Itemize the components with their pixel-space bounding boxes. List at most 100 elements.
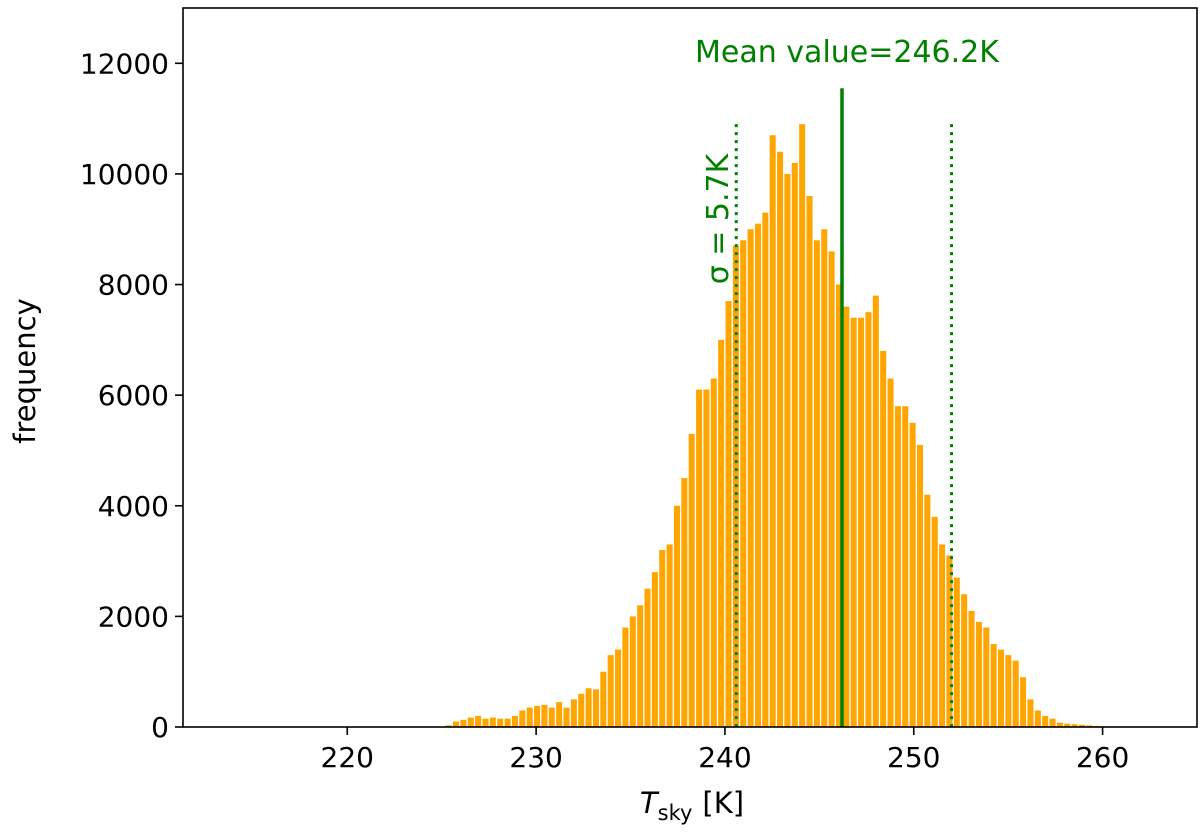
- histogram-bar: [629, 616, 636, 727]
- plot-frame: [182, 7, 1198, 728]
- histogram-bar: [504, 718, 511, 727]
- x-axis-label-symbol: T: [640, 786, 660, 820]
- sigma-label: σ = 5.7K: [701, 152, 736, 284]
- histogram-bar: [872, 295, 879, 727]
- histogram-bar: [961, 594, 968, 727]
- histogram-bar: [902, 406, 909, 727]
- histogram-bar: [548, 707, 555, 727]
- histogram-bar: [887, 378, 894, 727]
- histogram-bar: [1064, 723, 1071, 727]
- histogram-bar: [1078, 724, 1086, 727]
- histogram-bar: [791, 162, 798, 727]
- histogram-bar: [607, 655, 614, 727]
- histogram-bar: [600, 671, 607, 727]
- histogram-bar: [615, 649, 622, 727]
- histogram-bar: [1020, 677, 1027, 727]
- histogram-bar: [534, 705, 541, 727]
- histogram-bars: [445, 124, 1159, 728]
- histogram-bar: [1005, 655, 1012, 727]
- histogram-bar: [718, 339, 725, 727]
- y-tick-label: 6000: [98, 379, 169, 412]
- histogram-bar: [482, 718, 489, 727]
- histogram-bar: [622, 627, 629, 727]
- histogram-bar: [659, 550, 666, 727]
- histogram-bar: [769, 135, 776, 727]
- histogram-bar: [939, 544, 946, 727]
- histogram-bar: [703, 389, 710, 727]
- histogram-bar: [821, 229, 828, 727]
- histogram-bar: [519, 710, 526, 727]
- mean-value-label: Mean value=246.2K: [695, 35, 1000, 70]
- histogram-bar: [799, 124, 806, 727]
- histogram-bar: [1049, 718, 1056, 727]
- histogram-bar: [725, 301, 732, 727]
- histogram-bar: [710, 378, 717, 727]
- y-axis-ticks: 0 2000 4000 6000 8000 10000 12000: [80, 47, 183, 744]
- histogram-bar: [777, 151, 784, 728]
- histogram-bar: [563, 707, 570, 727]
- x-tick-label: 240: [698, 741, 751, 774]
- histogram-bar: [968, 610, 975, 727]
- histogram-bar: [762, 212, 769, 728]
- histogram-bar: [681, 478, 688, 727]
- x-tick-label: 230: [509, 741, 562, 774]
- x-tick-label: 250: [887, 741, 940, 774]
- x-tick-label: 220: [321, 741, 374, 774]
- histogram-bar: [651, 572, 658, 727]
- histogram-bar: [489, 717, 496, 727]
- histogram-bar: [997, 649, 1005, 727]
- histogram-bar: [1056, 722, 1063, 727]
- histogram-bar: [916, 444, 924, 727]
- histogram-bar: [924, 494, 931, 727]
- histogram-bar: [909, 422, 916, 727]
- histogram-bar: [526, 707, 533, 727]
- y-tick-label: 4000: [98, 490, 169, 523]
- histogram-bar: [1086, 725, 1093, 727]
- histogram-bar: [585, 688, 592, 727]
- histogram-bar: [880, 350, 887, 727]
- histogram-bar: [946, 555, 953, 727]
- histogram-bar: [467, 717, 474, 727]
- histogram-bar: [570, 699, 577, 727]
- histogram-bar: [445, 725, 452, 727]
- histogram-bar: [696, 389, 703, 727]
- histogram-bar: [983, 627, 990, 727]
- x-axis-label-unit: [K]: [702, 786, 744, 820]
- histogram-bar: [497, 718, 504, 727]
- histogram-bar: [931, 516, 938, 727]
- histogram-bar: [894, 406, 901, 727]
- histogram-bar: [1042, 715, 1049, 727]
- histogram-bar: [578, 693, 585, 727]
- histogram-bar: [828, 251, 835, 727]
- histogram-bar: [858, 317, 865, 727]
- histogram-bar: [975, 621, 982, 727]
- histogram-bar: [460, 719, 467, 727]
- histogram-bar: [592, 689, 599, 727]
- histogram-bar: [754, 223, 761, 727]
- histogram-bar: [850, 317, 857, 727]
- histogram-bar: [806, 196, 813, 728]
- histogram-bar: [1071, 724, 1078, 727]
- y-tick-label: 12000: [80, 47, 169, 80]
- histogram-bar: [637, 605, 644, 727]
- histogram-bar: [740, 240, 747, 728]
- histogram-bar: [666, 544, 673, 727]
- histogram-bar: [990, 644, 997, 727]
- histogram-bar: [673, 505, 680, 727]
- histogram-bar: [843, 306, 850, 727]
- y-tick-label: 8000: [98, 269, 169, 302]
- x-axis-ticks: 220 230 240 250 260: [321, 727, 1129, 774]
- x-tick-label: 260: [1076, 741, 1129, 774]
- histogram-bar: [813, 240, 820, 728]
- histogram-bar: [475, 715, 482, 727]
- y-axis-label: frequency: [8, 298, 42, 443]
- histogram-bar: [1034, 710, 1041, 727]
- histogram-bar: [1027, 699, 1034, 727]
- histogram-bar: [511, 715, 518, 727]
- histogram-bar: [688, 433, 695, 727]
- histogram-bar: [541, 704, 548, 727]
- histogram-bar: [747, 229, 754, 727]
- y-tick-label: 10000: [80, 158, 169, 191]
- histogram-bar: [835, 284, 843, 727]
